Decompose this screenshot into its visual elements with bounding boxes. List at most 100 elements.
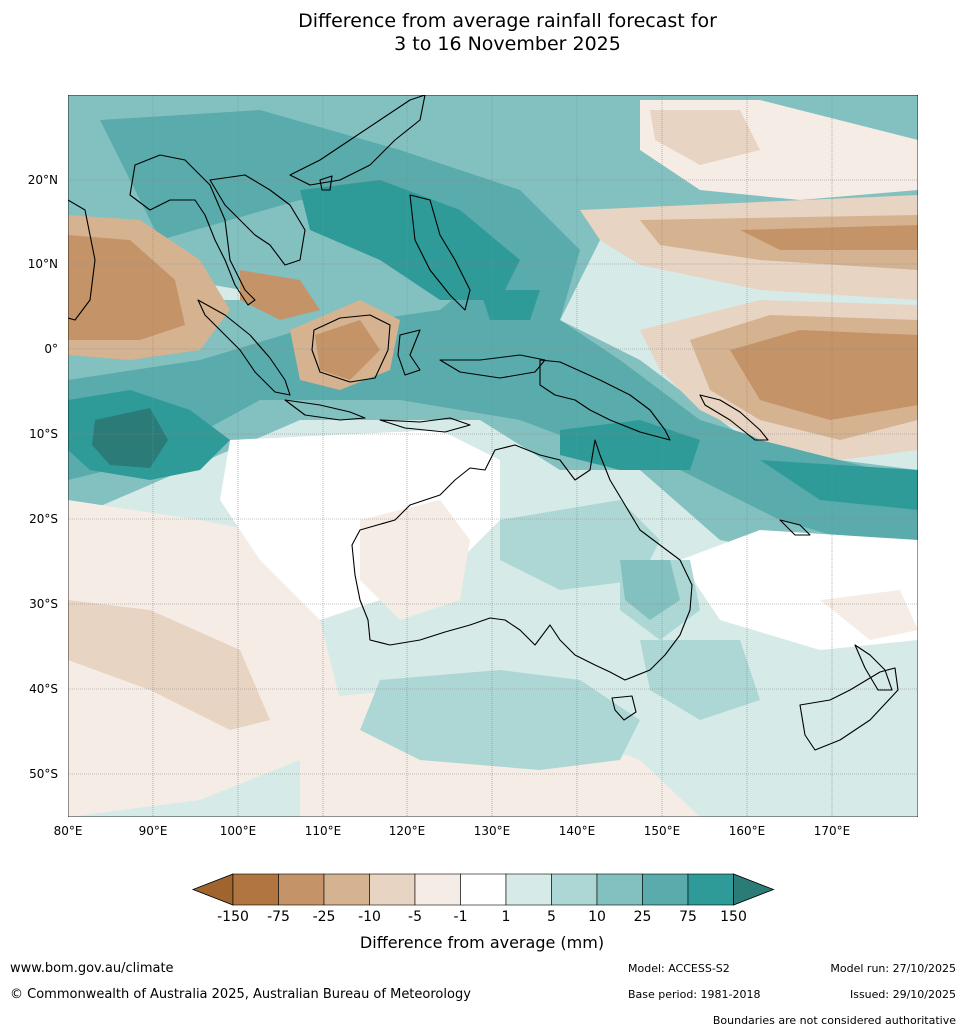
sulawesi-coastline bbox=[397, 329, 421, 376]
map-plot-area bbox=[68, 95, 918, 817]
dry-region bbox=[740, 225, 918, 250]
dry-region bbox=[68, 235, 185, 340]
mainland-asia-coastline bbox=[129, 154, 256, 306]
colorbar-tick-label: -10 bbox=[358, 909, 381, 925]
wet-region bbox=[640, 640, 760, 720]
colorbar-extend-low bbox=[191, 873, 234, 906]
colorbar-segment bbox=[687, 873, 734, 906]
strong-wet-region bbox=[480, 290, 540, 320]
latitude-labels: 20°N 10°N 0° 10°S 20°S 30°S 40°S 50°S bbox=[28, 173, 58, 781]
colorbar-segment bbox=[278, 873, 325, 906]
colorbar-tick-label: 1 bbox=[502, 909, 511, 925]
lat-label: 0° bbox=[44, 342, 58, 356]
colorbar-segment bbox=[414, 873, 461, 906]
dry-region bbox=[240, 270, 320, 320]
australia-coastline bbox=[351, 439, 693, 681]
china-coastline bbox=[289, 95, 426, 186]
model-text: Model: ACCESS-S2 bbox=[628, 962, 730, 975]
colorbar-tick-label: -5 bbox=[408, 909, 422, 925]
lon-label: 110°E bbox=[305, 824, 342, 838]
java-coastline bbox=[284, 399, 366, 421]
lat-label: 20°N bbox=[28, 173, 58, 187]
lon-label: 170°E bbox=[814, 824, 851, 838]
philippines-coastline bbox=[409, 194, 471, 311]
colorbar-segment bbox=[642, 873, 689, 906]
strong-wet-region bbox=[300, 180, 520, 300]
colorbar-tick-labels: -150 -75 -25 -10 -5 -1 1 5 10 25 75 150 bbox=[217, 909, 747, 925]
base-period-text: Base period: 1981-2018 bbox=[628, 988, 761, 1001]
model-run-text: Model run: 27/10/2025 bbox=[830, 962, 956, 975]
lon-label: 150°E bbox=[644, 824, 681, 838]
wet-region bbox=[360, 670, 640, 770]
graticule bbox=[68, 95, 918, 817]
wet-region bbox=[620, 560, 680, 620]
colorbar-tick-label: -1 bbox=[454, 909, 468, 925]
colorbar-segment bbox=[232, 873, 279, 906]
lat-label: 20°S bbox=[29, 512, 58, 526]
strong-wet-region bbox=[760, 460, 918, 510]
wet-region bbox=[500, 500, 660, 590]
lon-label: 90°E bbox=[139, 824, 168, 838]
sumatra-coastline bbox=[197, 299, 291, 396]
maluku-coastline bbox=[439, 354, 546, 379]
coastlines bbox=[68, 95, 899, 751]
colorbar-title: Difference from average (mm) bbox=[360, 933, 604, 952]
dry-region bbox=[68, 600, 270, 730]
colorbar-segment bbox=[323, 873, 370, 906]
lat-label: 30°S bbox=[29, 597, 58, 611]
title-line-2: 3 to 16 November 2025 bbox=[394, 33, 621, 55]
colorbar-tick-label: 75 bbox=[679, 909, 697, 925]
colorbar-tick-label: 10 bbox=[588, 909, 606, 925]
new-zealand-coastline bbox=[799, 667, 899, 751]
colorbar-extend-high bbox=[733, 873, 775, 906]
dry-region bbox=[315, 320, 380, 380]
title-line-1: Difference from average rainfall forecas… bbox=[298, 10, 717, 32]
issued-text: Issued: 29/10/2025 bbox=[849, 988, 956, 1001]
dry-region bbox=[650, 110, 760, 165]
colorbar-segment bbox=[596, 873, 643, 906]
colorbar-tick-label: -150 bbox=[217, 909, 249, 925]
nusa-tenggara-coastline bbox=[379, 417, 471, 433]
lat-label: 10°S bbox=[29, 427, 58, 441]
copyright-text: © Commonwealth of Australia 2025, Austra… bbox=[10, 987, 471, 1002]
lat-label: 40°S bbox=[29, 682, 58, 696]
tasmania-coastline bbox=[611, 695, 637, 721]
colorbar-tick-label: -75 bbox=[267, 909, 290, 925]
lon-label: 140°E bbox=[559, 824, 596, 838]
strong-wet-region bbox=[560, 420, 700, 470]
colorbar-segment bbox=[505, 873, 552, 906]
dry-region bbox=[730, 330, 918, 420]
lat-label: 50°S bbox=[29, 767, 58, 781]
website-link[interactable]: www.bom.gov.au/climate bbox=[10, 961, 174, 976]
new-guinea-coastline bbox=[539, 359, 671, 441]
teal-region bbox=[68, 110, 918, 560]
colorbar-tick-label: -25 bbox=[313, 909, 336, 925]
colorbar bbox=[191, 873, 775, 906]
disclaimer-text: Boundaries are not considered authoritat… bbox=[712, 1014, 956, 1027]
colorbar-segment bbox=[369, 873, 416, 906]
extreme-wet-region bbox=[92, 408, 168, 468]
colorbar-tick-label: 5 bbox=[547, 909, 556, 925]
solomon-islands-coastline bbox=[699, 394, 769, 441]
lon-label: 80°E bbox=[54, 824, 83, 838]
colorbar-tick-label: 150 bbox=[720, 909, 747, 925]
neutral-region bbox=[820, 590, 918, 640]
lat-label: 10°N bbox=[28, 257, 58, 271]
map-title: Difference from average rainfall forecas… bbox=[0, 10, 965, 56]
lon-label: 100°E bbox=[220, 824, 257, 838]
new-zealand-north-coastline bbox=[854, 644, 893, 691]
lon-label: 130°E bbox=[474, 824, 511, 838]
colorbar-tick-label: 25 bbox=[634, 909, 652, 925]
neutral-region bbox=[360, 500, 470, 620]
taiwan-coastline bbox=[319, 175, 333, 191]
indochina-coastline bbox=[209, 174, 306, 266]
colorbar-segment bbox=[551, 873, 598, 906]
longitude-labels: 80°E 90°E 100°E 110°E 120°E 130°E 140°E … bbox=[54, 824, 851, 838]
colorbar-segment bbox=[460, 873, 507, 906]
new-caledonia-coastline bbox=[779, 519, 811, 536]
india-coastline bbox=[68, 199, 96, 321]
lon-label: 120°E bbox=[389, 824, 426, 838]
borneo-coastline bbox=[311, 314, 391, 383]
lon-label: 160°E bbox=[729, 824, 766, 838]
